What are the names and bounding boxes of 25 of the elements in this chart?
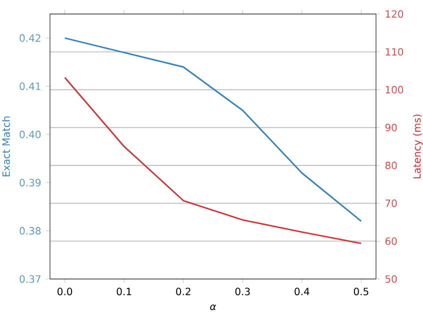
y2-tick-label: 110 — [386, 48, 404, 56]
y2-tick-label: 50 — [385, 275, 397, 283]
y-tick-label: 0.38 — [20, 227, 41, 235]
y2-tick-label: 80 — [385, 162, 397, 170]
line-series — [64, 37, 362, 222]
y2-tick-label: 90 — [385, 124, 397, 132]
y-axis-title: Exact Match — [2, 116, 10, 176]
x-tick-label: 0.5 — [354, 288, 368, 296]
x-tick-label: 0.4 — [294, 288, 310, 296]
x-tick-label: 0.2 — [176, 288, 190, 296]
x-tick-label: 0.1 — [116, 288, 132, 296]
y-tick-label: 0.42 — [20, 34, 40, 42]
y-tick-label: 0.41 — [20, 82, 40, 90]
y-tick-label: 0.39 — [20, 178, 41, 186]
y2-axis-title: Latency (ms) — [412, 114, 423, 178]
y2-tick-label: 60 — [385, 237, 397, 245]
x-tick-label: 0.0 — [58, 288, 72, 296]
x-tick-label: 0.3 — [235, 288, 250, 296]
y2-tick-label: 100 — [386, 86, 404, 94]
y2-tick-label: 70 — [386, 200, 397, 208]
y-tick-label: 0.37 — [20, 275, 40, 283]
y-tick-label: 0.40 — [20, 130, 41, 138]
line-series — [64, 76, 362, 244]
x-axis-title: α — [210, 304, 216, 310]
y2-tick-label: 120 — [386, 10, 404, 18]
